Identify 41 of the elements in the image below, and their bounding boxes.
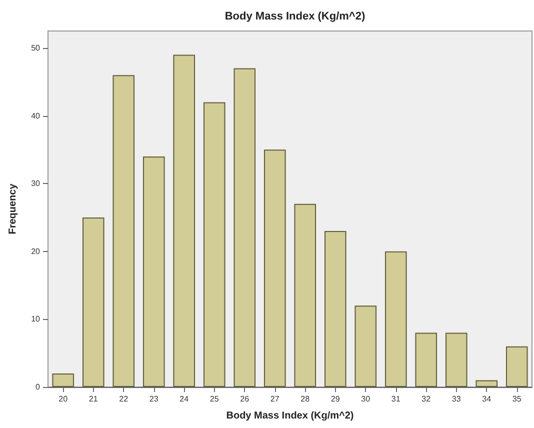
x-axis-title: Body Mass Index (Kg/m^2) xyxy=(226,410,354,422)
bar xyxy=(82,217,104,387)
x-tick-label: 32 xyxy=(422,394,432,404)
bar xyxy=(445,332,468,387)
x-tick-label: 24 xyxy=(180,394,190,404)
x-tick-label: 22 xyxy=(119,394,129,404)
x-tick-label: 25 xyxy=(210,394,220,404)
y-tick-label: 50 xyxy=(31,43,41,52)
x-tick-label: 27 xyxy=(270,394,280,404)
x-tick-label: 21 xyxy=(88,394,98,404)
bar xyxy=(173,54,196,387)
bar xyxy=(112,75,135,387)
x-tick-label: 23 xyxy=(149,394,159,404)
bar xyxy=(506,346,528,387)
bar xyxy=(52,373,74,387)
x-tick-label: 29 xyxy=(330,394,340,404)
x-tick-label: 33 xyxy=(452,394,462,404)
y-tick-label: 20 xyxy=(31,246,41,256)
x-tick-label: 30 xyxy=(361,394,371,404)
bar xyxy=(324,231,346,387)
bar xyxy=(476,380,498,387)
bar xyxy=(415,332,438,387)
y-tick-label: 40 xyxy=(31,111,41,120)
x-tick-label: 28 xyxy=(300,394,310,404)
y-axis-title: Frequency xyxy=(8,183,18,234)
chart-title: Body Mass Index (Kg/m^2) xyxy=(224,10,366,22)
x-tick-label: 34 xyxy=(482,394,492,404)
bar xyxy=(264,150,286,387)
bar xyxy=(234,68,256,387)
x-tick-label: 20 xyxy=(58,394,68,404)
y-tick-label: 0 xyxy=(36,382,41,392)
x-tick-label: 35 xyxy=(512,394,522,404)
bar xyxy=(384,251,407,387)
bar xyxy=(142,156,165,387)
y-tick-label: 10 xyxy=(31,314,41,324)
x-tick-label: 31 xyxy=(391,394,401,404)
y-tick-label: 30 xyxy=(31,179,41,188)
bar xyxy=(294,204,316,387)
bar xyxy=(203,102,226,387)
x-tick-label: 26 xyxy=(240,394,250,404)
bar xyxy=(354,306,377,387)
